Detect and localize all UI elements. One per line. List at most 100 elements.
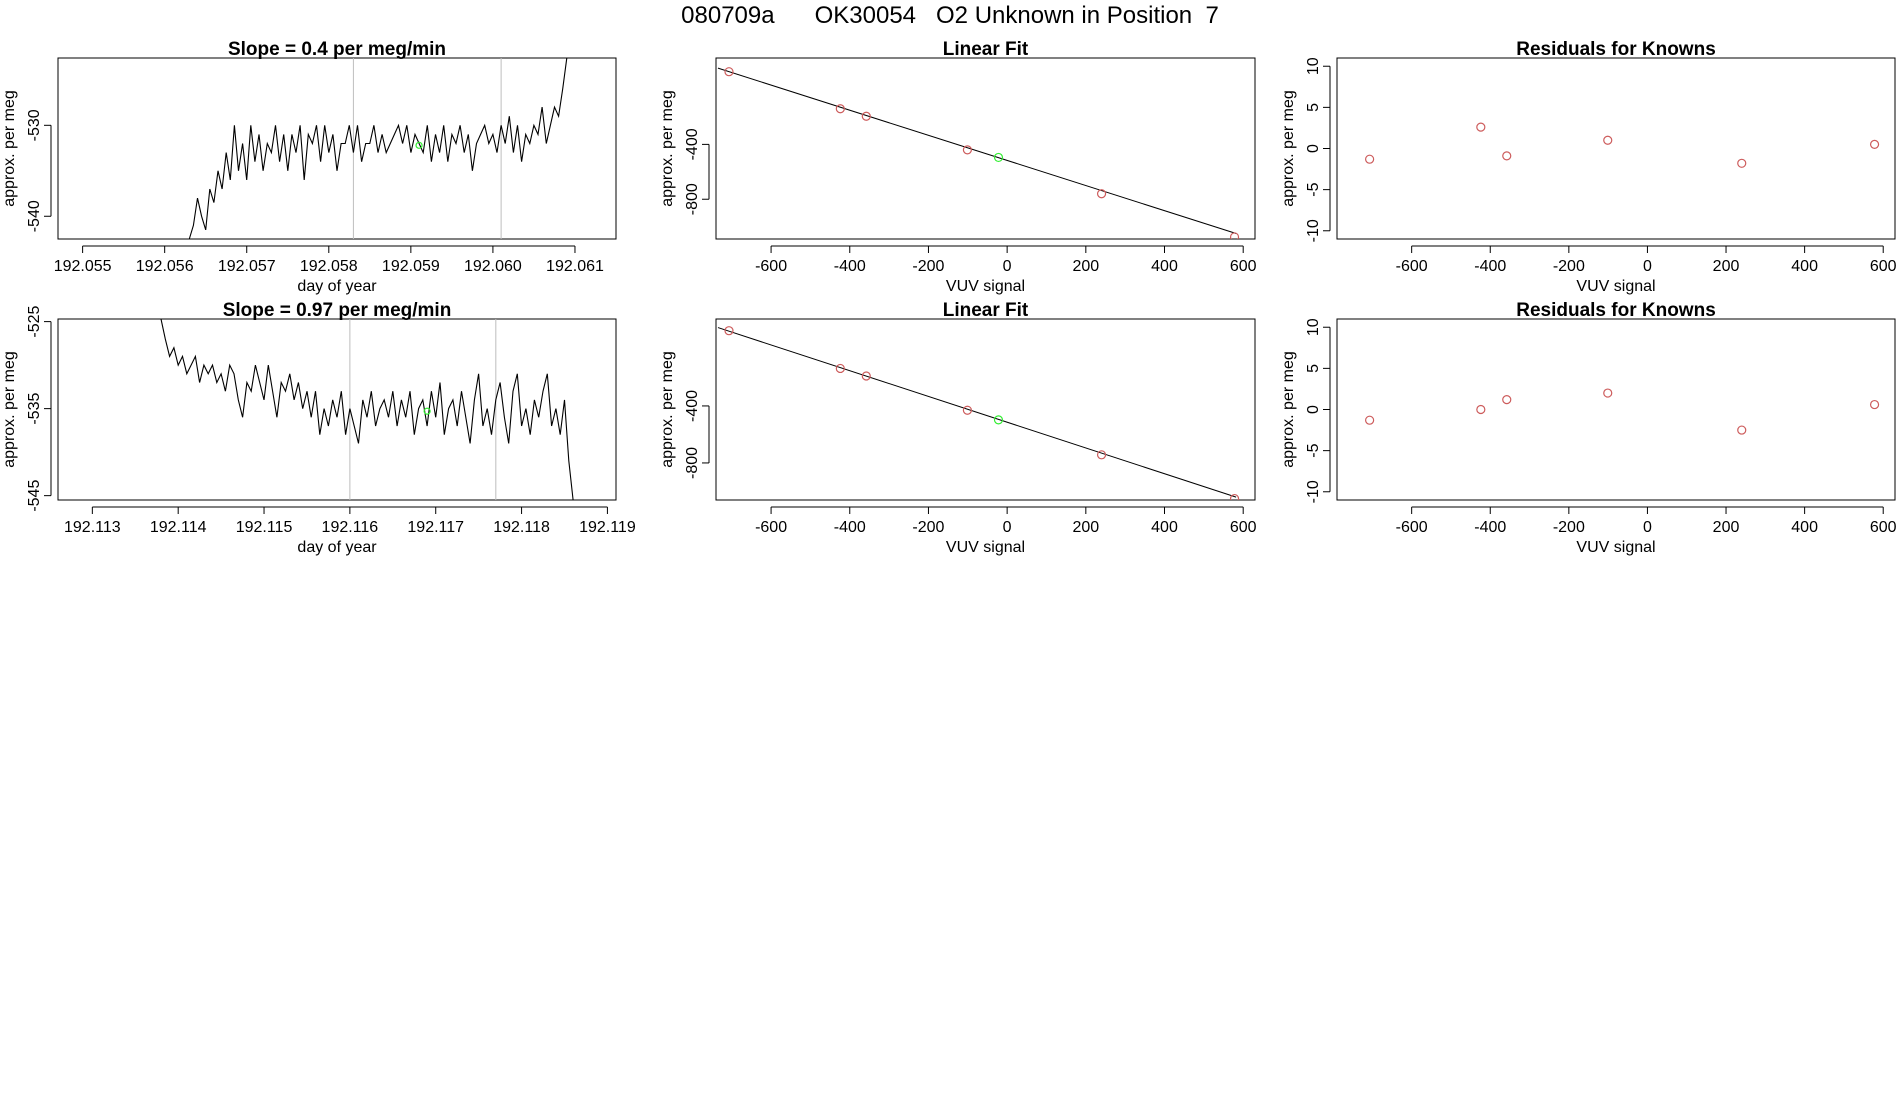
chart-r1-fit: Linear Fit -600 -400 -200 0 200 400 600 VUV sign… — [659, 39, 1257, 295]
x-tick-label: 192.116 — [322, 519, 379, 536]
x-tick-label: 400 — [1791, 258, 1818, 275]
x-tick-label: -200 — [912, 519, 944, 536]
x-tick-label: 400 — [1791, 519, 1818, 536]
y-tick-label: -5 — [1305, 182, 1322, 196]
known-point — [724, 67, 734, 77]
y-axis-label: approx. per meg — [659, 351, 676, 468]
known-point — [1229, 232, 1240, 239]
x-tick-label: 600 — [1870, 519, 1897, 536]
page-title: 080709a OK30054 O2 Unknown in Position 7 — [681, 2, 1219, 29]
chart-r2-fit: Linear Fit -600 -400 -200 0 200 400 600 VUV sign… — [659, 300, 1257, 556]
x-tick-label: 400 — [1151, 258, 1178, 275]
known-point — [1365, 154, 1375, 164]
x-tick-label: 192.118 — [493, 519, 550, 536]
y-tick-label: 5 — [1305, 364, 1322, 373]
known-point — [861, 371, 871, 381]
x-axis-label: VUV signal — [946, 539, 1025, 556]
plot-area — [717, 67, 1240, 239]
chart-title: Linear Fit — [943, 300, 1029, 321]
x-axis-label: day of year — [297, 278, 377, 295]
y-tick-label: 0 — [1305, 405, 1322, 414]
known-point — [1502, 395, 1512, 405]
x-tick-label: 192.061 — [546, 258, 604, 275]
known-point — [1096, 450, 1107, 460]
y-axis-label: approx. per meg — [1, 90, 18, 207]
x-tick-label: -600 — [1396, 519, 1428, 536]
plot-area — [1365, 388, 1880, 435]
x-tick-label: 192.117 — [407, 519, 464, 536]
x-tick-label: 200 — [1072, 519, 1099, 536]
chart-title: Residuals for Knowns — [1516, 39, 1716, 60]
fit-line — [717, 67, 1237, 234]
y-tick-label: -530 — [26, 109, 43, 141]
chart-r2-resid: Residuals for Knowns -600 -400 -200 0 200 400 6… — [1280, 300, 1897, 556]
chart-r2-drift: Slope = 0.97 per meg/min 192.113 192.114 19… — [1, 300, 636, 556]
y-tick-label: 10 — [1305, 57, 1322, 75]
x-tick-label: -600 — [1396, 258, 1428, 275]
chart-r1-resid: Residuals for Knowns -600 -400 -200 0 200 400 6… — [1280, 39, 1897, 295]
known-point — [1096, 189, 1107, 199]
x-tick-label: -200 — [1553, 519, 1585, 536]
x-axis-label: VUV signal — [1576, 278, 1655, 295]
unknown-point — [993, 152, 1004, 163]
known-point — [1476, 404, 1486, 415]
plot-frame — [1336, 318, 1896, 501]
x-tick-label: -600 — [755, 258, 787, 275]
known-point — [1603, 388, 1613, 398]
plot-area — [1365, 122, 1880, 168]
known-point — [861, 111, 871, 121]
plot-frame — [1336, 57, 1896, 240]
y-axis-label: approx. per meg — [659, 90, 676, 207]
unknown-point — [423, 407, 431, 415]
known-point — [835, 104, 845, 114]
y-tick-label: -5 — [1305, 443, 1322, 457]
plot-area — [188, 58, 568, 239]
x-tick-label: -400 — [1474, 519, 1506, 536]
y-tick-label: 0 — [1305, 144, 1322, 153]
x-tick-label: 200 — [1713, 258, 1740, 275]
y-axis-label: approx. per meg — [1280, 351, 1297, 468]
x-tick-label: 192.055 — [54, 258, 112, 275]
fit-line — [717, 327, 1237, 498]
x-tick-label: 200 — [1713, 519, 1740, 536]
x-tick-label: -400 — [834, 519, 866, 536]
y-tick-label: -10 — [1305, 219, 1322, 242]
plot-area — [717, 326, 1240, 500]
x-tick-label: 0 — [1643, 258, 1652, 275]
x-tick-label: 0 — [1643, 519, 1652, 536]
drift-series-line — [160, 319, 574, 500]
known-point — [1869, 399, 1880, 410]
x-tick-label: 600 — [1870, 258, 1897, 275]
known-point — [724, 326, 734, 336]
x-tick-label: -200 — [912, 258, 944, 275]
plot-frame — [57, 318, 617, 501]
x-tick-label: 192.058 — [300, 258, 358, 275]
y-tick-label: -10 — [1305, 480, 1322, 503]
x-tick-label: 192.060 — [464, 258, 522, 275]
y-tick-label: 10 — [1305, 318, 1322, 336]
x-tick-label: 192.115 — [236, 519, 293, 536]
known-point — [1365, 415, 1375, 425]
known-point — [1869, 139, 1880, 149]
unknown-point — [415, 141, 423, 149]
y-tick-label: -800 — [684, 447, 701, 479]
x-tick-label: 192.113 — [64, 519, 121, 536]
drift-series-line — [188, 58, 568, 239]
x-tick-label: 192.114 — [150, 519, 207, 536]
unknown-point — [993, 415, 1004, 425]
x-tick-label: 192.119 — [579, 519, 636, 536]
plot-frame — [715, 57, 1256, 240]
y-axis-label: approx. per meg — [1280, 90, 1297, 207]
x-axis-label: VUV signal — [1576, 539, 1655, 556]
known-point — [1603, 135, 1613, 145]
chart-title: Residuals for Knowns — [1516, 300, 1716, 321]
x-tick-label: -200 — [1553, 258, 1585, 275]
y-axis-label: approx. per meg — [1, 351, 18, 468]
x-tick-label: 200 — [1072, 258, 1099, 275]
plot-frame — [715, 318, 1256, 501]
plot-frame — [57, 57, 617, 240]
x-tick-label: -400 — [1474, 258, 1506, 275]
known-point — [962, 145, 973, 155]
plot-area — [160, 319, 574, 500]
